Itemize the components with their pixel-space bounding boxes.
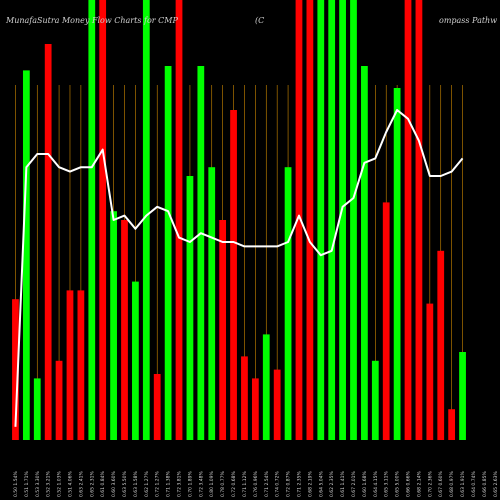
x-tick-label-36: 0.65 5.00% xyxy=(395,471,401,497)
x-tick-label-27: 0.71 2.35% xyxy=(296,471,302,497)
bar-37 xyxy=(404,0,412,440)
bar-5 xyxy=(55,360,63,440)
bar-27 xyxy=(295,0,303,440)
x-tick-label-38: 0.68 2.14% xyxy=(416,471,422,497)
x-tick-label-26: 0.72 0.87% xyxy=(286,471,292,497)
x-tick-label-16: 0.72 3.81% xyxy=(177,471,183,497)
bar-12 xyxy=(132,281,139,440)
bar-29 xyxy=(317,0,325,440)
x-tick-label-25: 0.74 0.72% xyxy=(275,471,281,497)
x-tick-label-18: 0.72 3.48% xyxy=(198,471,204,497)
x-tick-label-35: 0.65 3.11% xyxy=(384,471,390,497)
bar-24 xyxy=(262,334,270,440)
bar-23 xyxy=(251,378,259,440)
bar-10 xyxy=(110,211,117,440)
bars-group xyxy=(12,0,466,441)
x-tick-label-28: 0.68 2.19% xyxy=(307,471,313,497)
x-tick-label-10: 0.60 3.60% xyxy=(111,471,117,497)
x-tick-label-41: 0.68 0.97% xyxy=(449,471,455,497)
x-tick-label-3: 0.53 3.30% xyxy=(35,471,41,497)
x-tick-label-42: 0.63 1.91% xyxy=(460,471,466,497)
x-tick-label-11: 0.63 5.50% xyxy=(122,471,128,497)
bar-9 xyxy=(99,0,107,440)
bar-40 xyxy=(437,250,445,440)
x-tick-label-43: 0.64 0.74% xyxy=(471,471,477,497)
bar-6 xyxy=(66,290,74,440)
x-tick-label-31: 0.61 1.41% xyxy=(340,471,346,497)
x-tick-label-15: 0.71 1.38% xyxy=(166,471,172,497)
x-tick-label-20: 0.78 0.77% xyxy=(220,471,226,497)
bar-15 xyxy=(164,66,172,440)
x-tick-label-21: 0.72 0.68% xyxy=(231,471,237,497)
bar-1 xyxy=(12,299,19,440)
x-tick-label-13: 0.62 1.27% xyxy=(144,471,150,497)
bar-7 xyxy=(77,290,85,440)
bar-11 xyxy=(121,220,128,440)
x-tick-label-29: 0.64 5.04% xyxy=(318,471,324,497)
chart-title-mid: (C xyxy=(255,16,264,25)
x-tick-label-7: 0.63 2.41% xyxy=(78,471,84,497)
bar-22 xyxy=(241,356,248,440)
x-tick-label-17: 0.70 1.89% xyxy=(187,471,193,497)
x-tick-label-23: 0.76 0.96% xyxy=(253,471,259,497)
bar-18 xyxy=(197,66,205,440)
x-tick-label-5: 0.52 1.03% xyxy=(57,471,63,497)
bar-38 xyxy=(415,0,423,440)
x-tick-label-39: 0.70 2.36% xyxy=(427,471,433,497)
bar-4 xyxy=(44,44,52,440)
chart-title-right: ompass Pathw xyxy=(439,16,497,25)
bar-41 xyxy=(448,409,456,440)
bar-17 xyxy=(186,176,194,440)
bar-16 xyxy=(175,0,183,440)
x-tick-label-2: 0.51 1.71% xyxy=(24,471,30,497)
chart-title: MunafaSutra Money Flow Charts for CMP xyxy=(5,16,178,25)
bar-39 xyxy=(426,303,434,440)
x-tick-label-37: 0.66 0.66% xyxy=(406,471,412,497)
bar-35 xyxy=(382,202,390,440)
bar-8 xyxy=(88,0,96,440)
x-tick-label-1: 0.50 1.54% xyxy=(13,471,19,497)
x-tick-label-30: 0.62 2.35% xyxy=(329,471,335,497)
bar-25 xyxy=(273,369,281,440)
bar-42 xyxy=(459,352,466,440)
x-tick-label-44: 0.66 0.85% xyxy=(482,471,488,497)
x-tick-label-4: 0.52 3.21% xyxy=(46,471,52,497)
x-tick-label-6: 0.51 4.06% xyxy=(67,471,73,497)
bar-21 xyxy=(230,110,237,440)
bar-33 xyxy=(361,66,368,440)
bar-26 xyxy=(284,167,292,440)
x-tick-label-19: 0.80 1.09% xyxy=(209,471,215,497)
bar-2 xyxy=(22,70,30,441)
bar-28 xyxy=(306,0,314,440)
bar-32 xyxy=(350,0,357,440)
x-tick-label-32: 0.67 2.01% xyxy=(351,471,357,497)
bar-20 xyxy=(219,220,227,440)
x-tick-label-22: 0.71 1.12% xyxy=(242,471,248,497)
x-tick-label-34: 0.64 4.15% xyxy=(373,471,379,497)
x-tick-label-33: 0.60 1.68% xyxy=(362,471,368,497)
bar-13 xyxy=(142,0,150,440)
x-tick-label-45: 0.65 2.63% xyxy=(493,471,499,497)
bar-14 xyxy=(153,374,161,440)
bar-19 xyxy=(208,167,216,440)
money-flow-line xyxy=(14,109,464,427)
bar-34 xyxy=(371,360,379,440)
x-tick-label-40: 0.67 0.60% xyxy=(438,471,444,497)
x-tick-labels: 0.50 1.54% 0.51 1.71% 0.53 3.30% 0.52 3.21%… xyxy=(13,471,499,497)
bar-36 xyxy=(393,88,401,440)
x-tick-label-24: 0.71 2.54% xyxy=(264,471,270,497)
x-tick-label-12: 0.63 1.58% xyxy=(133,471,139,497)
x-tick-label-8: 0.65 2.31% xyxy=(89,471,95,497)
bar-31 xyxy=(339,0,346,440)
bar-30 xyxy=(328,0,336,440)
bar-3 xyxy=(33,378,41,440)
x-tick-label-14: 0.72 1.27% xyxy=(155,471,161,497)
x-tick-label-9: 0.61 0.84% xyxy=(100,471,106,497)
